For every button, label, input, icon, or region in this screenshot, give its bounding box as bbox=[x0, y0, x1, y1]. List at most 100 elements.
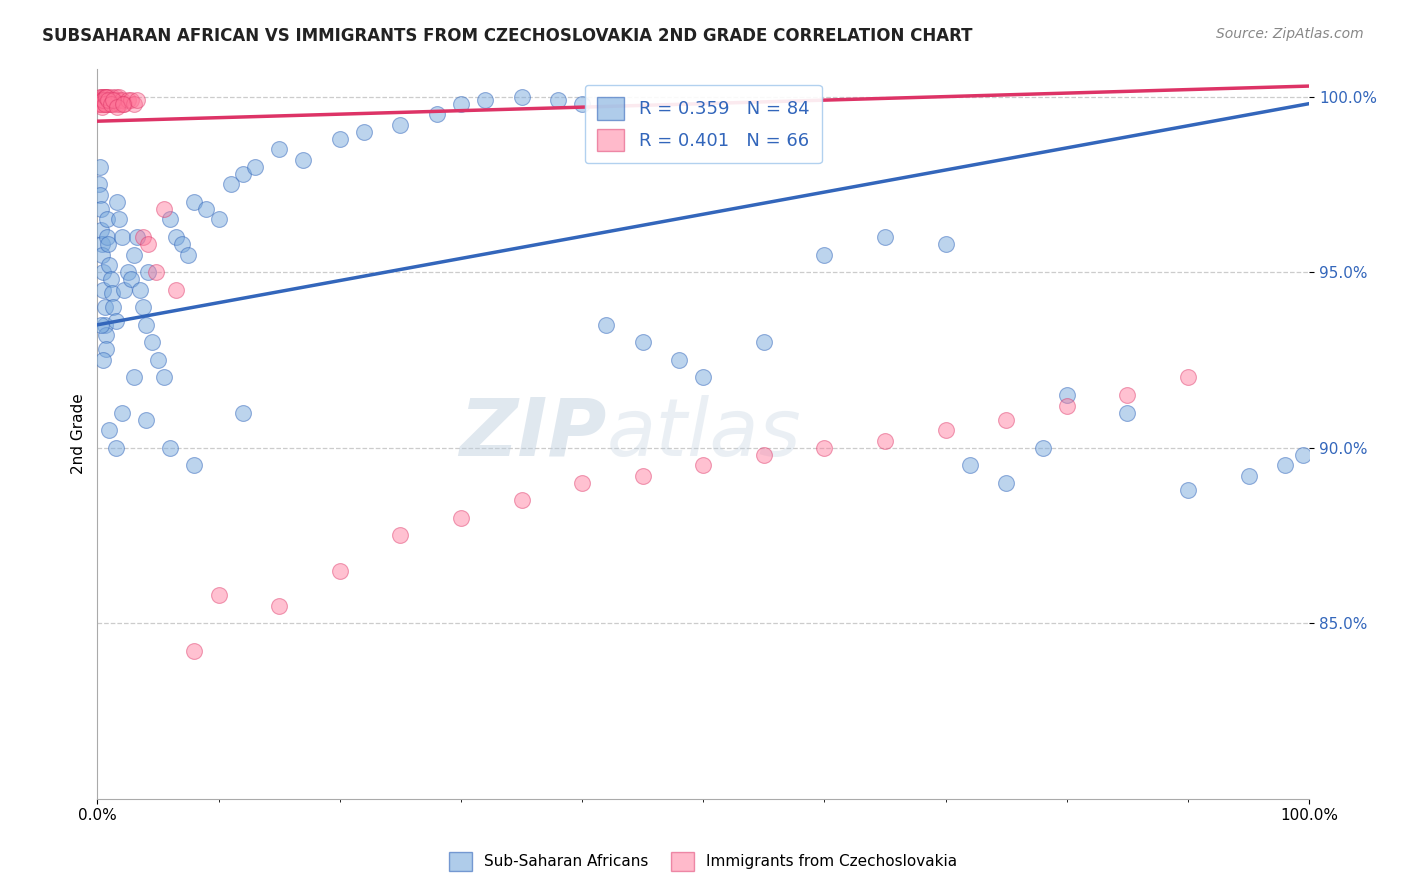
Point bbox=[101, 286, 124, 301]
Point bbox=[132, 300, 155, 314]
Point bbox=[207, 588, 229, 602]
Point bbox=[450, 511, 472, 525]
Point bbox=[329, 564, 352, 578]
Point bbox=[269, 599, 291, 613]
Point bbox=[98, 258, 121, 272]
Text: SUBSAHARAN AFRICAN VS IMMIGRANTS FROM CZECHOSLOVAKIA 2ND GRADE CORRELATION CHART: SUBSAHARAN AFRICAN VS IMMIGRANTS FROM CZ… bbox=[42, 27, 973, 45]
Point bbox=[104, 441, 127, 455]
Point bbox=[135, 412, 157, 426]
Point bbox=[177, 247, 200, 261]
Point bbox=[389, 528, 412, 542]
Point bbox=[101, 96, 124, 111]
Point bbox=[1032, 441, 1054, 455]
Point bbox=[104, 89, 127, 103]
Point bbox=[813, 441, 835, 455]
Point bbox=[94, 93, 117, 107]
Text: Source: ZipAtlas.com: Source: ZipAtlas.com bbox=[1216, 27, 1364, 41]
Point bbox=[91, 93, 114, 107]
Point bbox=[97, 93, 120, 107]
Point bbox=[813, 247, 835, 261]
Point bbox=[89, 96, 111, 111]
Point bbox=[103, 93, 125, 107]
Y-axis label: 2nd Grade: 2nd Grade bbox=[72, 393, 86, 474]
Point bbox=[219, 178, 242, 192]
Point bbox=[474, 93, 496, 107]
Point bbox=[87, 96, 110, 111]
Point bbox=[93, 283, 115, 297]
Point bbox=[510, 89, 533, 103]
Point bbox=[110, 93, 132, 107]
Point bbox=[93, 300, 115, 314]
Point bbox=[752, 448, 775, 462]
Point bbox=[110, 96, 132, 111]
Point bbox=[571, 475, 593, 490]
Point bbox=[96, 93, 118, 107]
Point bbox=[1116, 388, 1139, 402]
Point bbox=[935, 423, 957, 437]
Point bbox=[96, 212, 118, 227]
Point bbox=[108, 89, 131, 103]
Point bbox=[100, 272, 122, 286]
Point bbox=[90, 93, 112, 107]
Point bbox=[96, 96, 118, 111]
Point bbox=[995, 412, 1018, 426]
Point bbox=[232, 406, 254, 420]
Point bbox=[90, 89, 112, 103]
Point bbox=[93, 93, 115, 107]
Point bbox=[353, 125, 375, 139]
Point bbox=[91, 100, 114, 114]
Point bbox=[165, 230, 187, 244]
Point bbox=[101, 300, 124, 314]
Point bbox=[111, 96, 134, 111]
Point bbox=[1237, 468, 1260, 483]
Point bbox=[207, 212, 229, 227]
Point bbox=[269, 142, 291, 156]
Point bbox=[450, 96, 472, 111]
Point bbox=[93, 89, 115, 103]
Point bbox=[94, 343, 117, 357]
Point bbox=[127, 230, 149, 244]
Point bbox=[94, 328, 117, 343]
Point bbox=[873, 434, 896, 448]
Point bbox=[105, 96, 128, 111]
Point bbox=[100, 96, 122, 111]
Point bbox=[995, 475, 1018, 490]
Point bbox=[571, 96, 593, 111]
Point bbox=[105, 100, 128, 114]
Point bbox=[90, 96, 112, 111]
Point bbox=[389, 118, 412, 132]
Point bbox=[510, 493, 533, 508]
Point bbox=[631, 468, 654, 483]
Point bbox=[426, 107, 449, 121]
Point bbox=[93, 265, 115, 279]
Point bbox=[96, 230, 118, 244]
Point bbox=[1116, 406, 1139, 420]
Point bbox=[93, 89, 115, 103]
Point bbox=[122, 370, 145, 384]
Point bbox=[93, 318, 115, 332]
Point bbox=[692, 458, 714, 473]
Point bbox=[117, 93, 139, 107]
Point bbox=[93, 96, 115, 111]
Point bbox=[91, 96, 114, 111]
Point bbox=[101, 93, 124, 107]
Legend: R = 0.359   N = 84, R = 0.401   N = 66: R = 0.359 N = 84, R = 0.401 N = 66 bbox=[585, 85, 823, 163]
Point bbox=[752, 335, 775, 350]
Point bbox=[97, 237, 120, 252]
Point bbox=[104, 314, 127, 328]
Point bbox=[1274, 458, 1296, 473]
Point bbox=[117, 265, 139, 279]
Point bbox=[90, 223, 112, 237]
Point bbox=[159, 441, 181, 455]
Text: atlas: atlas bbox=[606, 394, 801, 473]
Point bbox=[98, 96, 121, 111]
Point bbox=[1056, 388, 1078, 402]
Point bbox=[128, 283, 150, 297]
Point bbox=[153, 202, 176, 216]
Point bbox=[112, 96, 135, 111]
Point bbox=[94, 89, 117, 103]
Point bbox=[97, 89, 120, 103]
Point bbox=[292, 153, 315, 167]
Point bbox=[108, 212, 131, 227]
Point bbox=[146, 352, 169, 367]
